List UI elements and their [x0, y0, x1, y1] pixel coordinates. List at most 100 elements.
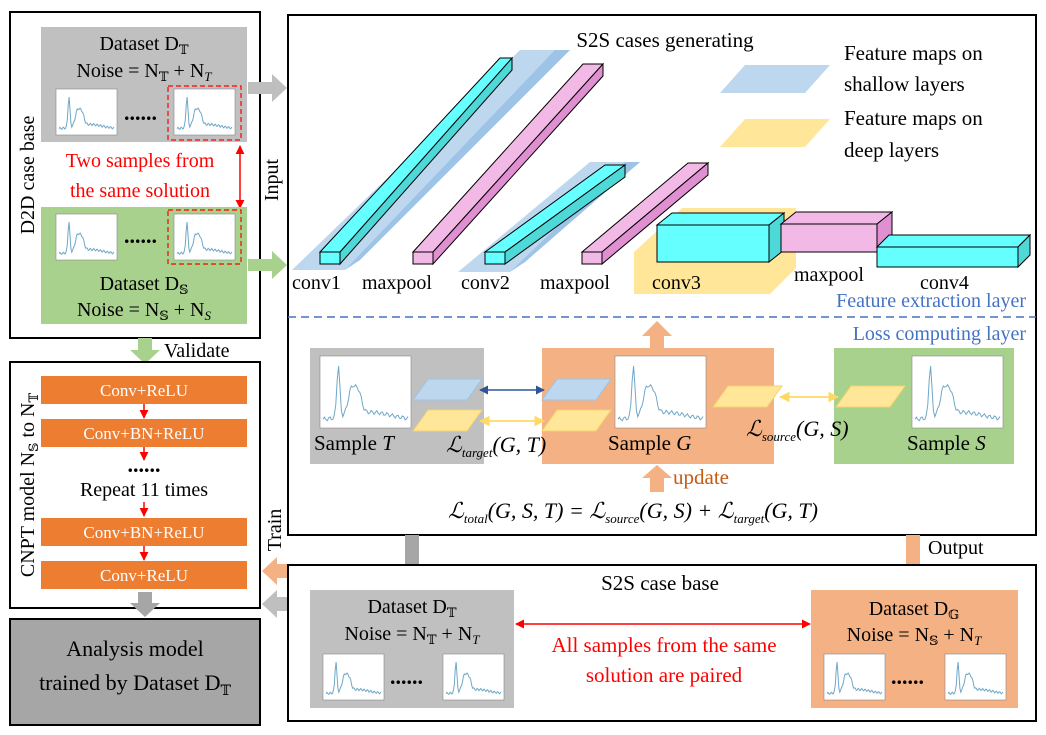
sample-s-label: Sample	[907, 431, 975, 455]
sample-t-box: Sample T	[310, 348, 484, 464]
deep-map-g1	[541, 409, 612, 432]
svg-text:Sample G: Sample G	[608, 431, 691, 455]
s2s-base-left-noise: Noise = N	[344, 623, 426, 645]
loss-source-label: ℒ	[746, 416, 763, 441]
loss-computing-label: Loss computing layer	[853, 323, 1027, 345]
analysis-line1: Analysis model	[66, 636, 204, 661]
spectrum-curve	[322, 365, 409, 422]
layer-label-conv1: conv1	[292, 272, 341, 294]
spectrum-curve	[914, 365, 1001, 422]
sample-s-box: Sample S	[834, 348, 1014, 464]
input-label: Input	[261, 158, 283, 201]
total-loss-equation: ℒtotal(G, S, T) = ℒsource(G, S) + ℒtarge…	[448, 498, 818, 526]
train-label: Train	[264, 509, 286, 552]
pair-note-line1: Two samples from	[66, 150, 215, 172]
layer-label-conv3: conv3	[652, 272, 701, 294]
svg-text:Dataset D𝕋: Dataset D𝕋	[367, 596, 456, 620]
conv2-block	[458, 162, 640, 272]
legend-deep-line1: Feature maps on	[844, 106, 983, 130]
spectrum-curve	[58, 96, 115, 131]
d2d-bottom-dots: ......	[124, 223, 157, 248]
spectrum-curve	[445, 661, 502, 696]
shallow-map-t	[412, 378, 483, 401]
s2s-gen-title: S2S cases generating	[576, 28, 754, 52]
svg-text:......: ......	[891, 664, 924, 689]
legend-shallow-line2: shallow layers	[844, 72, 965, 96]
deep-map-t	[412, 409, 483, 432]
cnpt-dots: ......	[128, 452, 161, 477]
spectrum-thumbnail	[911, 355, 1004, 429]
svg-text:Conv+ReLU: Conv+ReLU	[100, 381, 188, 400]
d2d-top-title-sub: 𝕋	[179, 42, 189, 57]
svg-text:Sample T: Sample T	[314, 431, 395, 455]
deep-map-g2	[712, 385, 783, 408]
input-arrows: Input	[248, 74, 287, 279]
svg-text:Dataset D𝕊: Dataset D𝕊	[100, 273, 189, 297]
validate-arrow: Validate	[130, 338, 230, 364]
spectrum-curve	[176, 96, 233, 131]
spectrum-curve	[325, 661, 382, 696]
maxpool1-block	[411, 62, 605, 266]
paired-line1: All samples from the same	[551, 633, 776, 657]
shallow-map-g	[541, 378, 612, 401]
svg-text:ℒtarget(G, T): ℒtarget(G, T)	[446, 432, 546, 460]
maxpool2-block	[580, 161, 710, 266]
analysis-line2: trained by Dataset D	[39, 670, 220, 695]
s2s-base-right-title: Dataset D	[869, 598, 948, 620]
update-arrow	[642, 465, 672, 492]
sample-g-label: Sample	[608, 431, 676, 455]
spectrum-curve	[176, 221, 233, 256]
layer-label-maxpool3: maxpool	[794, 264, 864, 286]
cnpt-layer-1	[41, 376, 247, 404]
s2s-base-right-noise: Noise = N	[847, 624, 929, 646]
maxpool3-block	[779, 210, 894, 254]
conv1-block	[292, 50, 570, 270]
conv3-block	[634, 208, 796, 294]
deep-map-s	[835, 385, 906, 408]
spectrum-curve	[617, 365, 704, 422]
legend-shallow-line1: Feature maps on	[844, 41, 983, 65]
svg-text:Dataset D𝔾: Dataset D𝔾	[869, 598, 960, 622]
s2s-case-base-panel: S2S case base Dataset D𝕋 Noise = N𝕋 + NT…	[287, 564, 1037, 722]
layer-label-conv4: conv4	[920, 272, 969, 294]
layer-label-maxpool1: maxpool	[362, 272, 432, 294]
spectrum-curve	[947, 661, 1004, 696]
train-arrows: Train	[262, 509, 288, 618]
conv4-block	[875, 233, 1032, 269]
svg-text:CNPT model N𝕊 to N𝕋: CNPT model N𝕊 to N𝕋	[17, 393, 41, 578]
sample-t-label: Sample	[314, 431, 382, 455]
d2d-top-noise: Noise = N	[76, 60, 158, 82]
pair-note-line2: the same solution	[70, 180, 210, 202]
update-label: update	[673, 465, 729, 489]
legend-deep-line2: deep layers	[844, 138, 939, 162]
d2d-top-dots: ......	[124, 100, 157, 125]
g-to-feature-arrow	[642, 321, 672, 348]
analysis-model-box: Analysis model trained by Dataset D𝕋	[9, 618, 261, 726]
cnpt-model-panel: CNPT model N𝕊 to N𝕋 Conv+ReLU Conv+BN+Re…	[9, 361, 261, 609]
svg-text:Noise = N𝕋 + NT: Noise = N𝕋 + NT	[76, 60, 212, 84]
s2s-generating-panel: S2S cases generating Feature maps on sha…	[287, 14, 1037, 536]
spectrum-thumbnail	[319, 355, 412, 429]
feature-extraction-label: Feature extraction layer	[836, 290, 1026, 312]
validate-label: Validate	[164, 340, 230, 362]
highlight-box-bottom	[167, 209, 242, 265]
d2d-top-title: Dataset D	[99, 33, 178, 55]
cnpt-layer-3	[41, 518, 247, 546]
spectrum-thumbnail	[614, 355, 707, 429]
svg-text:Conv+BN+ReLU: Conv+BN+ReLU	[83, 424, 204, 443]
svg-text:trained by Dataset D𝕋: trained by Dataset D𝕋	[39, 670, 231, 699]
svg-text:Dataset D𝕋: Dataset D𝕋	[99, 33, 188, 57]
paired-line2: solution are paired	[586, 663, 743, 687]
svg-text:......: ......	[390, 664, 423, 689]
s2s-base-dataset-g: Dataset D𝔾 Noise = N𝕊 + NT ......	[811, 590, 1018, 708]
layer-label-conv2: conv2	[461, 272, 510, 294]
d2d-side-label: D2D case base	[17, 115, 39, 234]
svg-text:Sample S: Sample S	[907, 431, 986, 455]
d2d-dataset-s-box: ...... Dataset D𝕊 Noise = N𝕊 + NS	[41, 207, 247, 324]
s2s-base-left-title: Dataset D	[367, 596, 446, 618]
svg-text:Conv+BN+ReLU: Conv+BN+ReLU	[83, 523, 204, 542]
spectrum-curve	[58, 221, 115, 256]
loss-target-label: ℒ	[446, 432, 463, 457]
cnpt-layer-2	[41, 419, 247, 447]
